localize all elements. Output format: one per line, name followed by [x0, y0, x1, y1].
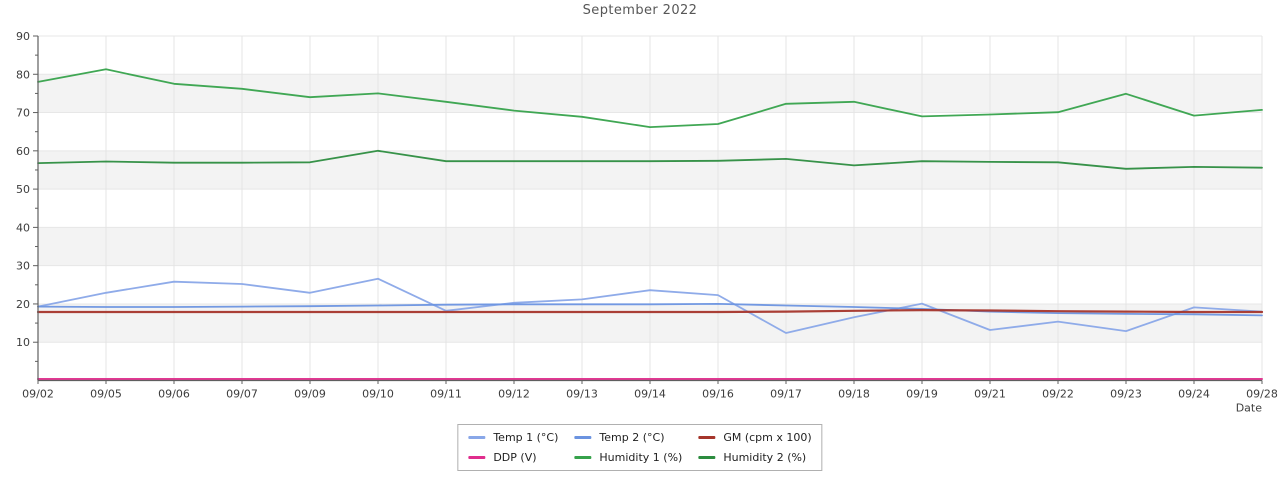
x-tick-label: 09/21 — [974, 388, 1006, 401]
legend-item-1: Temp 1 (°C) — [468, 431, 558, 444]
series-line-5 — [37, 68, 1263, 128]
legend-swatch-icon — [574, 456, 592, 459]
y-tick-label: 40 — [16, 221, 30, 234]
legend-swatch-icon — [698, 456, 716, 459]
y-tick-label: 30 — [16, 260, 30, 273]
x-tick-label: 09/17 — [770, 388, 802, 401]
x-tick-label: 09/28 — [1246, 388, 1278, 401]
legend-swatch-icon — [468, 456, 486, 459]
x-tick-label: 09/09 — [294, 388, 326, 401]
x-axis-label: Date — [1236, 402, 1263, 415]
x-tick-label: 09/14 — [634, 388, 666, 401]
x-tick-label: 09/10 — [362, 388, 394, 401]
x-tick-label: 09/12 — [498, 388, 530, 401]
series-line-3 — [36, 309, 1264, 314]
chart-title: September 2022 — [582, 3, 698, 18]
legend-label: Humidity 2 (%) — [723, 451, 807, 464]
x-tick-label: 09/07 — [226, 388, 258, 401]
legend-item-3: GM (cpm x 100) — [698, 431, 812, 444]
legend-label: GM (cpm x 100) — [723, 431, 812, 444]
y-tick-label: 10 — [16, 336, 30, 349]
x-tick-label: 09/19 — [906, 388, 938, 401]
x-tick-label: 09/16 — [702, 388, 734, 401]
x-tick-label: 09/18 — [838, 388, 870, 401]
x-tick-label: 09/23 — [1110, 388, 1142, 401]
y-tick-label: 80 — [16, 68, 30, 81]
legend-label: Temp 1 (°C) — [493, 431, 559, 444]
legend-swatch-icon — [698, 436, 716, 439]
legend-label: Temp 2 (°C) — [599, 431, 665, 444]
y-tick-label: 90 — [16, 30, 30, 43]
chart-legend: Temp 1 (°C) Temp 2 (°C) GM (cpm x 100) DDP … — [457, 424, 823, 471]
series-line-1 — [37, 277, 1263, 334]
x-tick-label: 09/24 — [1178, 388, 1210, 401]
legend-swatch-icon — [574, 436, 592, 439]
x-tick-label: 09/05 — [90, 388, 122, 401]
x-tick-label: 09/22 — [1042, 388, 1074, 401]
legend-label: Humidity 1 (%) — [599, 451, 683, 464]
series-line-6 — [37, 149, 1263, 170]
x-tick-label: 09/02 — [22, 388, 54, 401]
legend-item-2: Temp 2 (°C) — [574, 431, 682, 444]
legend-item-4: DDP (V) — [468, 451, 558, 464]
x-tick-label: 09/13 — [566, 388, 598, 401]
chart-svg: 10 20 30 40 50 60 70 80 90 09/02 09/05 09/06 09/07 09… — [16, 30, 1278, 415]
y-tick-label: 60 — [16, 145, 30, 158]
y-tick-label: 20 — [16, 298, 30, 311]
series-line-2 — [37, 302, 1263, 317]
x-tick-label: 09/06 — [158, 388, 190, 401]
y-tick-label: 70 — [16, 107, 30, 120]
y-tick-label: 50 — [16, 183, 30, 196]
legend-label: DDP (V) — [493, 451, 537, 464]
legend-swatch-icon — [468, 436, 486, 439]
legend-item-6: Humidity 2 (%) — [698, 451, 811, 464]
legend-item-5: Humidity 1 (%) — [574, 451, 682, 464]
x-tick-label: 09/11 — [430, 388, 462, 401]
